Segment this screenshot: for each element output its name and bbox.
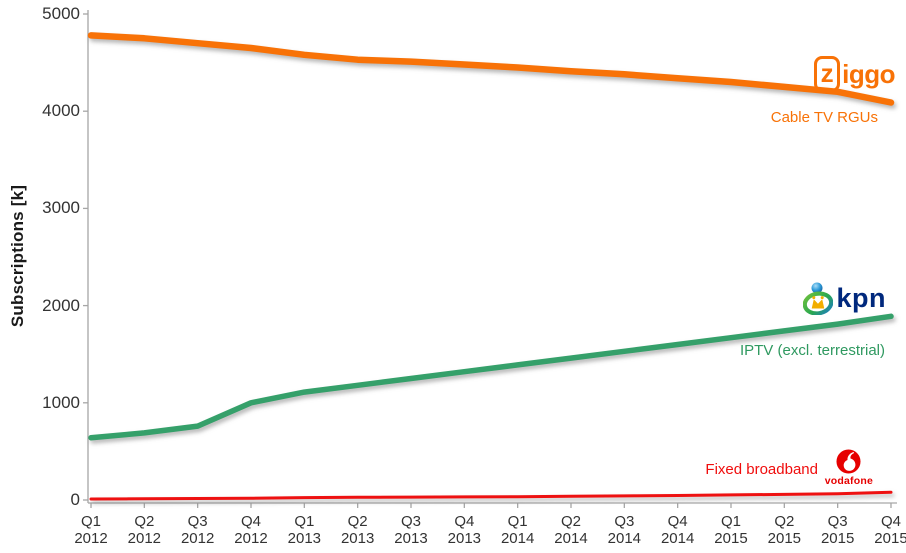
x-tick-label: Q4 2014 <box>660 513 695 547</box>
x-tick-label: Q3 2015 <box>820 513 855 547</box>
x-tick-label: Q4 2015 <box>874 513 906 547</box>
series-label-iptv: IPTV (excl. terrestrial) <box>739 342 885 359</box>
series-line-vodafone <box>89 490 893 501</box>
vodafone-logo: vodafone <box>825 449 873 489</box>
x-tick-label: Q1 2014 <box>500 513 535 547</box>
kpn-wordmark: kpn <box>836 283 886 313</box>
y-tick-label: 3000 <box>42 198 80 218</box>
x-tick-label: Q4 2012 <box>234 513 268 547</box>
vodafone-speechmark-icon <box>836 449 861 474</box>
series-label-cable-tv-rgus: Cable TV RGUs <box>770 109 878 126</box>
ziggo-wordmark: iggo <box>842 59 895 89</box>
x-tick-label: Q1 2015 <box>714 513 748 547</box>
kpn-logo: kpn <box>803 282 886 315</box>
series-label-fixed-broadband: Fixed broadband <box>705 461 818 478</box>
x-tick-label: Q2 2015 <box>767 513 802 547</box>
x-tick-label: Q3 2012 <box>180 513 215 547</box>
x-tick-label: Q1 2013 <box>287 513 322 547</box>
series-line-ziggo <box>87 32 895 106</box>
y-tick-label: 0 <box>70 490 80 509</box>
y-tick-label: 5000 <box>42 4 80 23</box>
vodafone-wordmark: vodafone <box>824 475 873 487</box>
x-tick-label: Q3 2013 <box>394 513 428 547</box>
x-tick-label: Q2 2013 <box>340 513 375 547</box>
x-tick-label: Q4 2013 <box>447 513 482 547</box>
y-tick-label: 1000 <box>42 392 80 412</box>
x-tick-label: Q2 2012 <box>127 513 162 547</box>
x-tick-label: Q1 2012 <box>74 513 108 547</box>
series-line-kpn <box>88 313 894 441</box>
ziggo-logo: z iggo <box>813 56 895 92</box>
kpn-crown-icon <box>803 282 834 315</box>
y-tick-label: 2000 <box>42 295 80 315</box>
ziggo-z-icon: z <box>813 56 841 92</box>
x-tick-label: Q2 2014 <box>554 513 588 547</box>
y-tick-label: 4000 <box>42 101 80 121</box>
x-tick-label: Q3 2014 <box>607 513 642 547</box>
